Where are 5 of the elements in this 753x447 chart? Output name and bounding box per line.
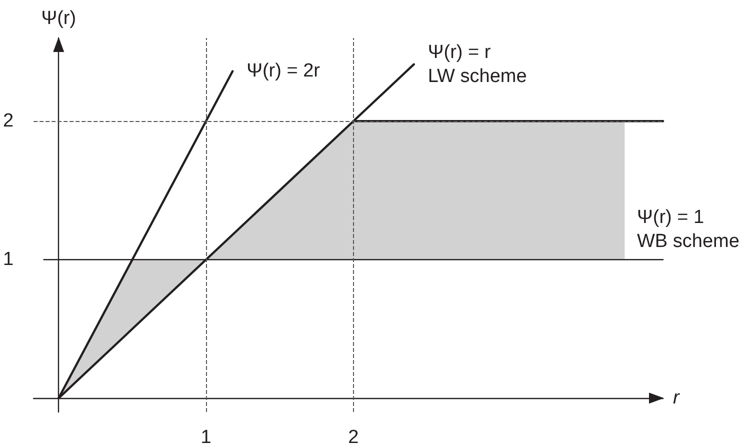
y-axis-title: Ψ(r) — [41, 8, 76, 29]
series-label: Ψ(r) = 2r — [246, 60, 321, 82]
x-axis-title: r — [673, 388, 680, 409]
series-label: Ψ(r) = r LW scheme — [428, 42, 527, 87]
series-label: Ψ(r) = 1 WB scheme — [637, 207, 740, 252]
